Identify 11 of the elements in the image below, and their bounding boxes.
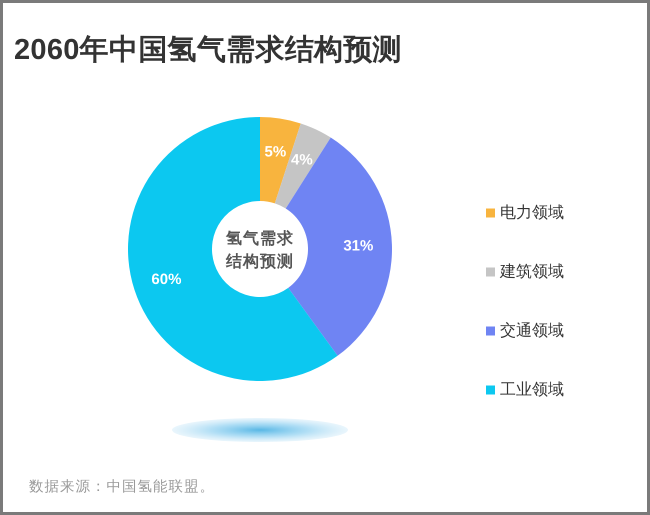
- data-label: 4%: [291, 151, 313, 168]
- source-note: 数据来源：中国氢能联盟。: [29, 478, 215, 495]
- legend-label: 电力领域: [500, 204, 564, 222]
- legend-label: 工业领域: [500, 380, 564, 398]
- text: 氢气需求结构预测: [225, 229, 294, 270]
- chart-title: 2060年中国氢气需求结构预测: [14, 34, 402, 66]
- data-label: 31%: [343, 237, 374, 254]
- legend-label: 建筑领域: [499, 262, 564, 280]
- data-label: 60%: [151, 270, 182, 288]
- legend-label: 交通领域: [500, 322, 564, 340]
- data-label: 5%: [264, 143, 286, 160]
